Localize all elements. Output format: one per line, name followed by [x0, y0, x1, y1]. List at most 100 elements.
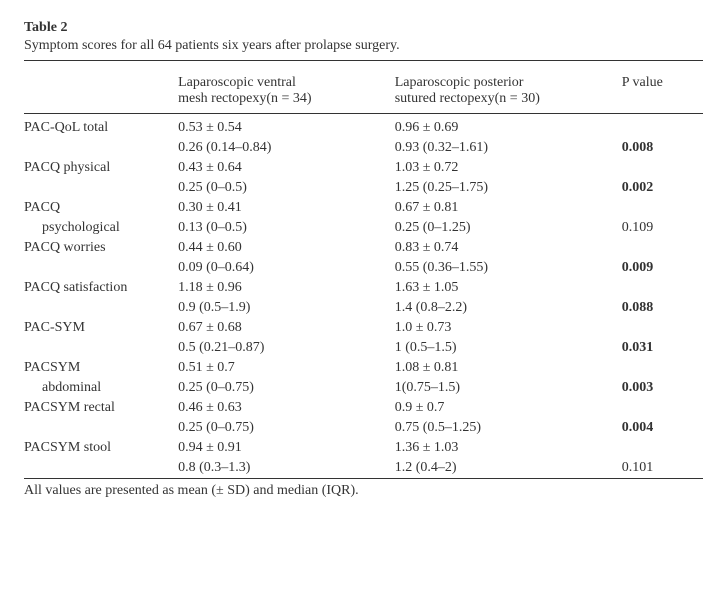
table-row: PACQ satisfaction1.18 ± 0.961.63 ± 1.05 — [24, 278, 703, 298]
table-row: PACSYM rectal0.46 ± 0.630.9 ± 0.7 — [24, 398, 703, 418]
mean-group2: 0.67 ± 0.81 — [395, 198, 622, 218]
pvalue-blank — [622, 318, 703, 338]
table-label: Table 2 — [24, 20, 703, 36]
table-row: PAC-SYM0.67 ± 0.681.0 ± 0.73 — [24, 318, 703, 338]
row-label: PACSYM — [24, 358, 178, 378]
median-group2: 1.25 (0.25–1.75) — [395, 178, 622, 198]
median-group1: 0.09 (0–0.64) — [178, 258, 395, 278]
table-row: PACSYM stool0.94 ± 0.911.36 ± 1.03 — [24, 438, 703, 458]
pvalue-blank — [622, 158, 703, 178]
mean-group2: 0.96 ± 0.69 — [395, 114, 622, 139]
table-row: 0.5 (0.21–0.87)1 (0.5–1.5)0.031 — [24, 338, 703, 358]
row-label-cont: psychological — [24, 218, 178, 238]
table-caption: Symptom scores for all 64 patients six y… — [24, 38, 703, 61]
table-row: 0.26 (0.14–0.84)0.93 (0.32–1.61)0.008 — [24, 138, 703, 158]
col-group2-line2: sutured rectopexy(n = 30) — [395, 91, 540, 106]
median-group2: 0.55 (0.36–1.55) — [395, 258, 622, 278]
row-label-cont — [24, 418, 178, 438]
pvalue: 0.004 — [622, 418, 703, 438]
row-label-cont — [24, 298, 178, 318]
mean-group1: 0.51 ± 0.7 — [178, 358, 395, 378]
col-group1: Laparoscopic ventral mesh rectopexy(n = … — [178, 69, 395, 114]
pvalue: 0.009 — [622, 258, 703, 278]
median-group2: 1 (0.5–1.5) — [395, 338, 622, 358]
pvalue-blank — [622, 398, 703, 418]
pvalue: 0.101 — [622, 458, 703, 479]
table-header-row: Laparoscopic ventral mesh rectopexy(n = … — [24, 69, 703, 114]
mean-group2: 1.08 ± 0.81 — [395, 358, 622, 378]
table-row: PACSYM0.51 ± 0.71.08 ± 0.81 — [24, 358, 703, 378]
table-row: PACQ physical0.43 ± 0.641.03 ± 0.72 — [24, 158, 703, 178]
row-label: PACQ physical — [24, 158, 178, 178]
mean-group1: 0.44 ± 0.60 — [178, 238, 395, 258]
table-row: PAC-QoL total0.53 ± 0.540.96 ± 0.69 — [24, 114, 703, 139]
symptom-scores-table: Laparoscopic ventral mesh rectopexy(n = … — [24, 69, 703, 479]
row-label: PACQ — [24, 198, 178, 218]
median-group1: 0.8 (0.3–1.3) — [178, 458, 395, 479]
median-group2: 0.25 (0–1.25) — [395, 218, 622, 238]
col-pvalue: P value — [622, 69, 703, 114]
mean-group1: 0.43 ± 0.64 — [178, 158, 395, 178]
median-group1: 0.25 (0–0.5) — [178, 178, 395, 198]
median-group1: 0.25 (0–0.75) — [178, 418, 395, 438]
row-label-cont — [24, 178, 178, 198]
row-label: PACSYM rectal — [24, 398, 178, 418]
median-group2: 0.93 (0.32–1.61) — [395, 138, 622, 158]
median-group1: 0.25 (0–0.75) — [178, 378, 395, 398]
table-row: 0.8 (0.3–1.3)1.2 (0.4–2)0.101 — [24, 458, 703, 479]
col-group2-line1: Laparoscopic posterior — [395, 75, 524, 90]
table-body: PAC-QoL total0.53 ± 0.540.96 ± 0.690.26 … — [24, 114, 703, 479]
median-group2: 1.2 (0.4–2) — [395, 458, 622, 479]
pvalue-blank — [622, 238, 703, 258]
col-group1-line2: mesh rectopexy(n = 34) — [178, 91, 311, 106]
table-footnote: All values are presented as mean (± SD) … — [24, 479, 703, 499]
row-label-cont — [24, 338, 178, 358]
row-label-cont — [24, 258, 178, 278]
col-group2: Laparoscopic posterior sutured rectopexy… — [395, 69, 622, 114]
row-label: PACSYM stool — [24, 438, 178, 458]
mean-group2: 1.03 ± 0.72 — [395, 158, 622, 178]
pvalue-blank — [622, 114, 703, 139]
pvalue: 0.008 — [622, 138, 703, 158]
pvalue: 0.002 — [622, 178, 703, 198]
median-group1: 0.26 (0.14–0.84) — [178, 138, 395, 158]
median-group1: 0.9 (0.5–1.9) — [178, 298, 395, 318]
table-row: 0.25 (0–0.5)1.25 (0.25–1.75)0.002 — [24, 178, 703, 198]
pvalue-blank — [622, 278, 703, 298]
mean-group1: 0.67 ± 0.68 — [178, 318, 395, 338]
table-row: abdominal0.25 (0–0.75)1(0.75–1.5)0.003 — [24, 378, 703, 398]
mean-group1: 0.30 ± 0.41 — [178, 198, 395, 218]
mean-group1: 0.94 ± 0.91 — [178, 438, 395, 458]
mean-group2: 1.0 ± 0.73 — [395, 318, 622, 338]
mean-group2: 0.9 ± 0.7 — [395, 398, 622, 418]
table-row: 0.25 (0–0.75)0.75 (0.5–1.25)0.004 — [24, 418, 703, 438]
row-label-cont — [24, 458, 178, 479]
mean-group1: 0.53 ± 0.54 — [178, 114, 395, 139]
pvalue: 0.003 — [622, 378, 703, 398]
pvalue: 0.031 — [622, 338, 703, 358]
table-row: PACQ0.30 ± 0.410.67 ± 0.81 — [24, 198, 703, 218]
pvalue: 0.088 — [622, 298, 703, 318]
mean-group2: 1.36 ± 1.03 — [395, 438, 622, 458]
median-group2: 1(0.75–1.5) — [395, 378, 622, 398]
table-row: 0.9 (0.5–1.9)1.4 (0.8–2.2)0.088 — [24, 298, 703, 318]
mean-group2: 0.83 ± 0.74 — [395, 238, 622, 258]
row-label: PACQ satisfaction — [24, 278, 178, 298]
col-blank — [24, 69, 178, 114]
row-label-cont — [24, 138, 178, 158]
pvalue-blank — [622, 358, 703, 378]
row-label: PAC-SYM — [24, 318, 178, 338]
row-label: PACQ worries — [24, 238, 178, 258]
mean-group1: 0.46 ± 0.63 — [178, 398, 395, 418]
median-group1: 0.13 (0–0.5) — [178, 218, 395, 238]
median-group1: 0.5 (0.21–0.87) — [178, 338, 395, 358]
table-row: PACQ worries0.44 ± 0.600.83 ± 0.74 — [24, 238, 703, 258]
mean-group1: 1.18 ± 0.96 — [178, 278, 395, 298]
table-row: psychological0.13 (0–0.5)0.25 (0–1.25)0.… — [24, 218, 703, 238]
median-group2: 0.75 (0.5–1.25) — [395, 418, 622, 438]
col-group1-line1: Laparoscopic ventral — [178, 75, 296, 90]
median-group2: 1.4 (0.8–2.2) — [395, 298, 622, 318]
row-label: PAC-QoL total — [24, 114, 178, 139]
mean-group2: 1.63 ± 1.05 — [395, 278, 622, 298]
pvalue: 0.109 — [622, 218, 703, 238]
